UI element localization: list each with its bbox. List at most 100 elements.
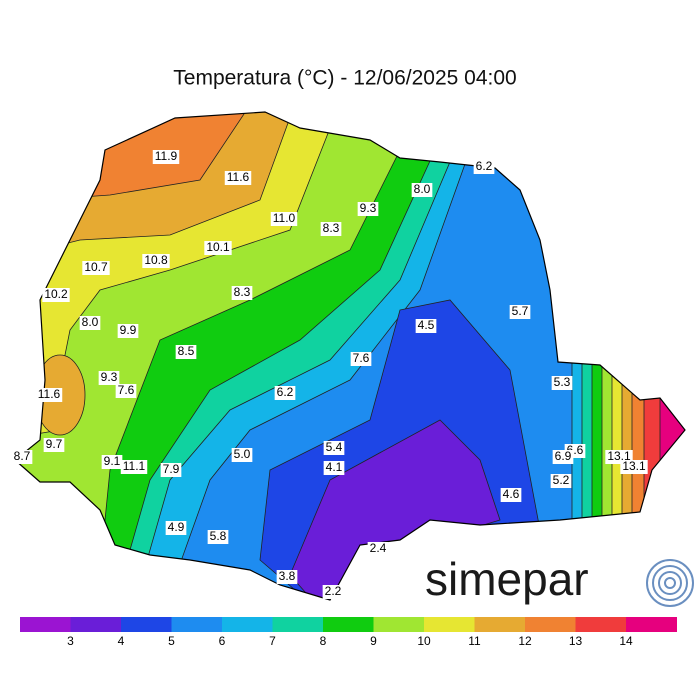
label-box bbox=[98, 371, 120, 385]
temperature-label: 8.7 bbox=[14, 449, 31, 463]
label-box bbox=[43, 438, 65, 452]
coast-band bbox=[659, 349, 685, 541]
temperature-label: 7.6 bbox=[353, 351, 370, 365]
color-legend: 3 4 5 6 7 8 9 10 11 12 13 14 bbox=[20, 617, 677, 648]
label-box bbox=[79, 316, 101, 330]
label-box bbox=[620, 460, 648, 474]
temperature-label: 8.3 bbox=[323, 221, 340, 235]
legend-swatch bbox=[474, 617, 526, 632]
legend-swatch bbox=[70, 617, 122, 632]
label-box bbox=[550, 474, 572, 488]
legend-swatch bbox=[424, 617, 475, 632]
label-box bbox=[165, 521, 187, 535]
legend-swatch bbox=[171, 617, 223, 632]
temperature-label: 13.1 bbox=[622, 459, 646, 473]
temperature-label: 10.1 bbox=[206, 240, 230, 254]
label-box bbox=[323, 461, 345, 475]
label-box bbox=[35, 388, 63, 402]
legend-tick-label: 9 bbox=[370, 634, 377, 648]
legend-tick-label: 12 bbox=[518, 634, 532, 648]
temperature-label: 11.1 bbox=[123, 459, 146, 473]
temperature-label: 11.0 bbox=[273, 211, 296, 225]
logo: simepar bbox=[425, 553, 694, 607]
temperature-label: 3.8 bbox=[279, 569, 296, 583]
label-box bbox=[276, 570, 298, 584]
label-box bbox=[117, 324, 139, 338]
temperature-label: 11.9 bbox=[155, 149, 178, 163]
temperature-label: 5.3 bbox=[554, 375, 571, 389]
legend-tick-label: 10 bbox=[417, 634, 431, 648]
temperature-label: 9.3 bbox=[360, 201, 377, 215]
temperature-label: 11.6 bbox=[38, 387, 61, 401]
temperature-label: 5.7 bbox=[512, 304, 529, 318]
temperature-label: 9.1 bbox=[104, 454, 121, 468]
legend-swatch bbox=[626, 617, 677, 632]
label-box bbox=[473, 160, 495, 174]
temperature-label: 11.6 bbox=[227, 170, 250, 184]
temperature-label: 10.2 bbox=[44, 287, 68, 301]
label-box bbox=[224, 171, 252, 185]
label-box bbox=[322, 585, 344, 599]
temperature-label: 10.7 bbox=[84, 260, 108, 274]
temperature-label: 9.7 bbox=[46, 437, 63, 451]
temperature-label: 6.2 bbox=[476, 159, 493, 173]
temperature-label: 5.8 bbox=[210, 529, 227, 543]
label-box bbox=[160, 463, 182, 477]
legend-tick-label: 5 bbox=[168, 634, 175, 648]
label-box bbox=[175, 345, 197, 359]
temperature-label: 5.4 bbox=[326, 440, 343, 454]
label-box bbox=[415, 319, 437, 333]
temperature-label: 8.0 bbox=[414, 182, 431, 196]
temperature-label: 4.1 bbox=[326, 460, 343, 474]
legend-tick-label: 6 bbox=[219, 634, 226, 648]
legend-tick-label: 7 bbox=[269, 634, 276, 648]
label-box bbox=[274, 386, 296, 400]
temperature-label: 10.8 bbox=[144, 253, 168, 267]
legend-swatch bbox=[272, 617, 324, 632]
label-box bbox=[152, 150, 180, 164]
station-labels: 11.9 11.6 11.0 9.3 8.0 6.2 8.3 10.1 10.8 10.7 10.2… bbox=[11, 149, 648, 599]
label-box bbox=[509, 305, 531, 319]
label-box bbox=[367, 542, 389, 556]
temperature-label: 9.3 bbox=[101, 370, 118, 384]
label-box bbox=[82, 261, 110, 275]
label-box bbox=[551, 376, 573, 390]
temperature-label: 2.4 bbox=[370, 541, 387, 555]
temperature-label: 4.9 bbox=[168, 520, 185, 534]
label-box bbox=[357, 202, 379, 216]
map-title: Temperatura (°C) - 12/06/2025 04:00 bbox=[173, 67, 516, 90]
logo-icon bbox=[646, 559, 694, 607]
label-box bbox=[500, 488, 522, 502]
temperature-label: 5.0 bbox=[234, 447, 251, 461]
label-box bbox=[320, 222, 342, 236]
label-box bbox=[42, 288, 70, 302]
temperature-label: 4.5 bbox=[418, 318, 435, 332]
legend-swatch bbox=[121, 617, 172, 632]
label-box bbox=[115, 384, 137, 398]
legend-tick-label: 4 bbox=[118, 634, 125, 648]
legend-tick-label: 14 bbox=[619, 634, 633, 648]
temperature-label: 8.5 bbox=[178, 344, 195, 358]
label-box bbox=[120, 460, 148, 474]
temperature-label: 7.6 bbox=[118, 383, 135, 397]
temperature-label: 13.1 bbox=[607, 449, 631, 463]
label-box bbox=[231, 286, 253, 300]
logo-text: simepar bbox=[425, 553, 589, 605]
legend-tick-label: 8 bbox=[320, 634, 327, 648]
label-box bbox=[142, 254, 170, 268]
temperature-label: 7.9 bbox=[163, 462, 180, 476]
legend-swatch bbox=[525, 617, 576, 632]
label-box bbox=[270, 212, 298, 226]
temperature-label: 4.6 bbox=[503, 487, 520, 501]
legend-swatch bbox=[222, 617, 273, 632]
legend-swatch bbox=[373, 617, 425, 632]
legend-swatch bbox=[20, 617, 71, 632]
temperature-label: 6.9 bbox=[555, 449, 572, 463]
label-box bbox=[207, 530, 229, 544]
temperature-label: 2.2 bbox=[325, 584, 342, 598]
temperature-label: 5.2 bbox=[553, 473, 570, 487]
legend-tick-label: 3 bbox=[67, 634, 74, 648]
legend-swatch bbox=[323, 617, 374, 632]
